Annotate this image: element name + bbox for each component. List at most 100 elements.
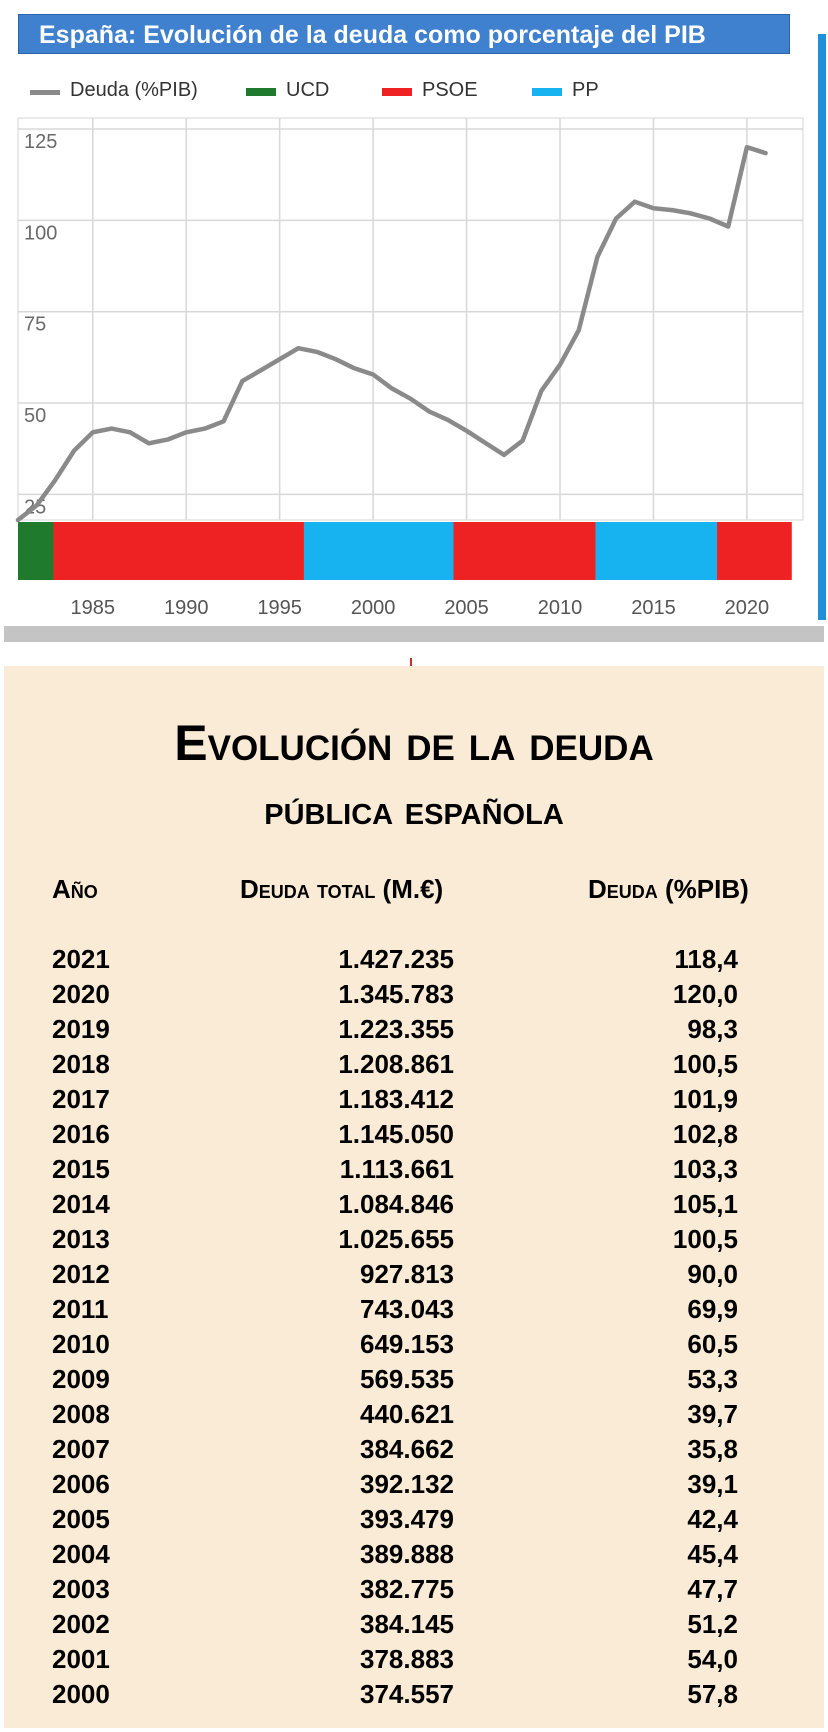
chart-bottom-bar	[4, 626, 824, 642]
table-row: 2004 389.888 45,4	[4, 1539, 824, 1574]
table-row: 2016 1.145.050 102,8	[4, 1119, 824, 1154]
row-total-debt: 1.208.861	[338, 1049, 454, 1079]
chart-right-edge	[818, 34, 826, 620]
plot-area	[17, 117, 804, 521]
row-total-debt: 1.183.412	[338, 1084, 454, 1114]
row-debt-pib: 101,9	[672, 1084, 738, 1114]
row-debt-pib: 69,9	[687, 1294, 738, 1324]
table-row: 2000 374.557 57,8	[4, 1679, 824, 1714]
y-tick-label: 100	[24, 222, 57, 244]
table-row: 2019 1.223.355 98,3	[4, 1014, 824, 1049]
row-year: 2007	[52, 1434, 110, 1464]
row-year: 2009	[52, 1364, 110, 1394]
table-row: 2013 1.025.655 100,5	[4, 1224, 824, 1259]
row-year: 2013	[52, 1224, 110, 1254]
row-year: 2004	[52, 1539, 110, 1569]
row-total-debt: 393.479	[360, 1504, 454, 1534]
row-total-debt: 1.427.235	[338, 944, 454, 974]
divider-mark	[410, 658, 412, 668]
row-total-debt: 374.557	[360, 1679, 454, 1709]
table-row: 2009 569.535 53,3	[4, 1364, 824, 1399]
row-year: 2016	[52, 1119, 110, 1149]
row-total-debt: 743.043	[360, 1294, 454, 1324]
x-tick-label: 2000	[351, 597, 396, 619]
table-row: 2012 927.813 90,0	[4, 1259, 824, 1294]
row-debt-pib: 42,4	[687, 1504, 738, 1534]
table-row: 2020 1.345.783 120,0	[4, 979, 824, 1014]
government-band-psoe	[717, 522, 792, 580]
x-tick-label: 2015	[631, 597, 676, 619]
row-debt-pib: 35,8	[687, 1434, 738, 1464]
row-year: 2002	[52, 1609, 110, 1639]
legend-label: Deuda (%PIB)	[70, 79, 198, 101]
row-debt-pib: 102,8	[672, 1119, 738, 1149]
row-total-debt: 384.145	[360, 1609, 454, 1639]
government-band-pp	[595, 522, 718, 580]
row-total-debt: 392.132	[360, 1469, 454, 1499]
y-tick-label: 125	[24, 131, 57, 153]
x-tick-label: 2010	[538, 597, 583, 619]
row-debt-pib: 90,0	[687, 1259, 738, 1289]
row-total-debt: 1.084.846	[338, 1189, 454, 1219]
legend-swatch	[30, 90, 60, 95]
table-body: 2021 1.427.235 118,4 2020 1.345.783 120,0 2019…	[4, 944, 824, 1714]
table-row: 2006 392.132 39,1	[4, 1469, 824, 1504]
row-year: 2015	[52, 1154, 110, 1184]
legend-label: PP	[572, 79, 599, 101]
row-debt-pib: 100,5	[672, 1049, 738, 1079]
row-year: 2008	[52, 1399, 110, 1429]
table-row: 2014 1.084.846 105,1	[4, 1189, 824, 1224]
y-tick-label: 50	[24, 405, 46, 427]
row-debt-pib: 45,4	[687, 1539, 738, 1569]
government-band-ucd	[18, 522, 54, 580]
row-debt-pib: 57,8	[687, 1679, 738, 1709]
row-debt-pib: 60,5	[687, 1329, 738, 1359]
row-total-debt: 1.113.661	[339, 1154, 454, 1184]
legend-swatch	[246, 88, 276, 96]
table-row: 2008 440.621 39,7	[4, 1399, 824, 1434]
chart-panel: España: Evolución de la deuda como porce…	[0, 0, 828, 642]
row-total-debt: 1.025.655	[338, 1224, 454, 1254]
row-year: 2000	[52, 1679, 110, 1709]
row-year: 2020	[52, 979, 110, 1009]
row-debt-pib: 100,5	[672, 1224, 738, 1254]
table-row: 2001 378.883 54,0	[4, 1644, 824, 1679]
row-debt-pib: 120,0	[672, 979, 738, 1009]
row-total-debt: 384.662	[360, 1434, 454, 1464]
row-year: 2010	[52, 1329, 110, 1359]
row-year: 2003	[52, 1574, 110, 1604]
debt-table-panel: Evolución de la deuda pública española A…	[4, 666, 824, 1728]
row-total-debt: 1.223.355	[338, 1014, 454, 1044]
row-year: 2017	[52, 1084, 110, 1114]
x-tick-label: 1990	[164, 597, 209, 619]
column-header-debt-pib: Deuda (%PIB)	[588, 874, 749, 904]
row-debt-pib: 118,4	[674, 944, 738, 974]
table-row: 2005 393.479 42,4	[4, 1504, 824, 1539]
table-row: 2015 1.113.661 103,3	[4, 1154, 824, 1189]
x-tick-label: 2020	[725, 597, 770, 619]
table-row: 2007 384.662 35,8	[4, 1434, 824, 1469]
row-total-debt: 440.621	[360, 1399, 454, 1429]
row-total-debt: 569.535	[360, 1364, 454, 1394]
column-header-year: Año	[52, 874, 98, 904]
table-row: 2018 1.208.861 100,5	[4, 1049, 824, 1084]
row-total-debt: 1.145.050	[338, 1119, 454, 1149]
government-band-psoe	[453, 522, 596, 580]
row-debt-pib: 47,7	[687, 1574, 738, 1604]
row-year: 2018	[52, 1049, 110, 1079]
row-debt-pib: 39,7	[687, 1399, 738, 1429]
x-axis-area	[18, 580, 803, 624]
government-band-psoe	[53, 522, 304, 580]
row-year: 2001	[52, 1644, 110, 1674]
chart-title: España: Evolución de la deuda como porce…	[18, 14, 790, 54]
table-row: 2002 384.145 51,2	[4, 1609, 824, 1644]
table-row: 2010 649.153 60,5	[4, 1329, 824, 1364]
table-title-line-2: pública española	[264, 786, 564, 833]
table-row: 2011 743.043 69,9	[4, 1294, 824, 1329]
y-tick-label: 75	[24, 314, 46, 336]
legend-label: UCD	[286, 79, 330, 101]
row-year: 2006	[52, 1469, 110, 1499]
row-debt-pib: 53,3	[687, 1364, 738, 1394]
table-row: 2003 382.775 47,7	[4, 1574, 824, 1609]
